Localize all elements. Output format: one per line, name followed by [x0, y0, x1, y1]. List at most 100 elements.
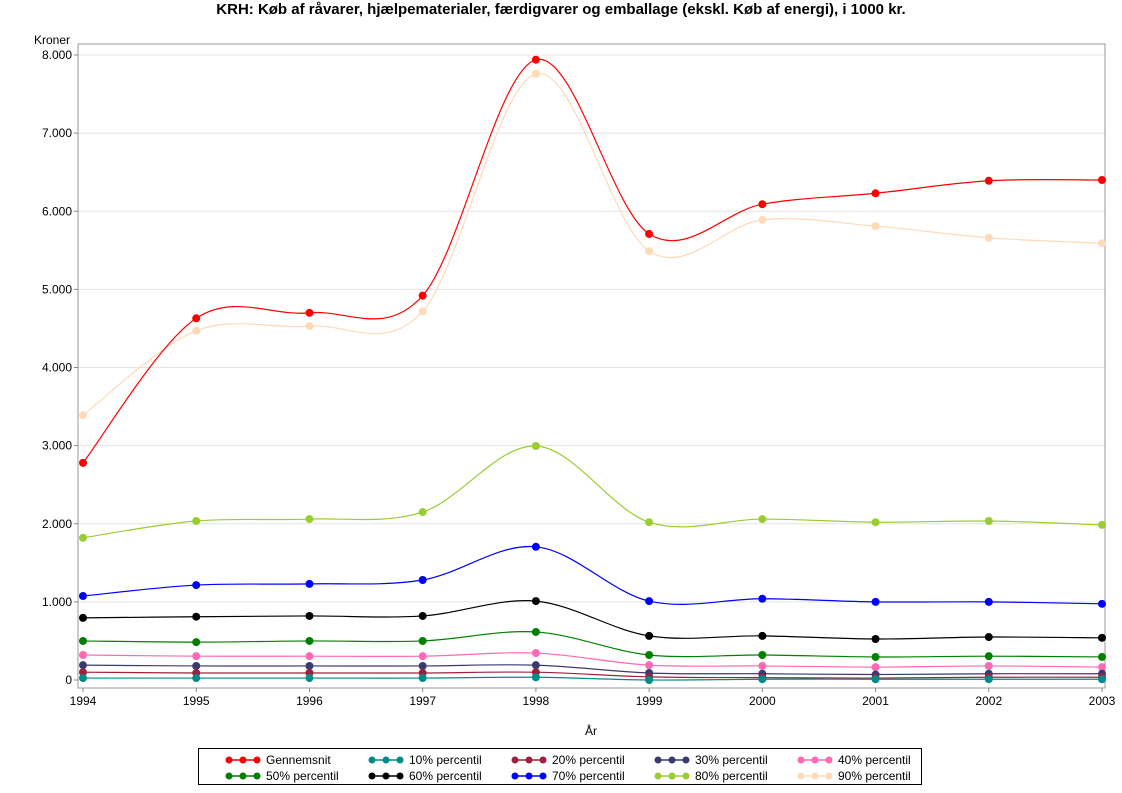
legend-label: 20% percentil — [552, 752, 625, 767]
data-point — [79, 651, 87, 659]
series-70-percentil — [79, 542, 1106, 608]
data-point — [1098, 652, 1106, 661]
series-60-percentil — [79, 597, 1106, 643]
data-point — [79, 674, 87, 683]
y-tick-label: 0 — [65, 673, 72, 687]
data-point — [1098, 675, 1106, 684]
legend-label: 10% percentil — [409, 752, 482, 767]
series-line — [82, 545, 1103, 605]
data-point — [984, 675, 993, 684]
legend-label: 50% percentil — [266, 768, 339, 783]
legend-swatch — [225, 756, 261, 763]
data-point — [418, 661, 427, 670]
data-point — [192, 581, 201, 590]
data-point — [531, 55, 540, 64]
data-point — [305, 652, 314, 661]
data-point — [531, 542, 540, 551]
data-point — [531, 627, 540, 636]
data-point — [1098, 239, 1106, 248]
data-point — [192, 674, 201, 683]
legend-swatch — [797, 756, 833, 763]
data-point — [305, 515, 314, 524]
data-point — [645, 651, 654, 659]
x-tick-label: 2000 — [749, 694, 776, 708]
data-point — [418, 674, 427, 683]
legend-swatch — [654, 772, 690, 779]
legend-item: 80% percentil — [654, 768, 768, 783]
data-point — [984, 652, 993, 661]
data-point — [79, 636, 87, 645]
data-point — [645, 631, 654, 640]
x-tick-label: 1996 — [296, 694, 323, 708]
data-point — [79, 533, 87, 542]
data-point — [192, 652, 201, 661]
data-point — [305, 636, 314, 645]
data-point — [305, 579, 314, 588]
series-gennemsnit — [79, 55, 1106, 467]
data-point — [531, 673, 540, 682]
legend-item: 60% percentil — [368, 768, 482, 783]
legend-item: 40% percentil — [797, 752, 911, 767]
data-point — [984, 517, 993, 526]
legend-swatch — [368, 756, 404, 763]
y-tick-label: 2.000 — [42, 517, 72, 531]
x-tick-label: 1994 — [70, 694, 97, 708]
data-point — [531, 442, 540, 451]
data-point — [305, 322, 314, 331]
legend-item: 90% percentil — [797, 768, 911, 783]
series-80-percentil — [79, 442, 1106, 542]
series-line — [82, 445, 1103, 539]
legend-item: 20% percentil — [511, 752, 625, 767]
legend-label: 40% percentil — [838, 752, 911, 767]
legend-swatch — [797, 772, 833, 779]
y-tick-label: 8.000 — [42, 48, 72, 62]
x-tick-label: 1997 — [409, 694, 436, 708]
data-point — [79, 661, 87, 670]
data-point — [79, 592, 87, 601]
series-line — [82, 600, 1103, 640]
data-point — [645, 597, 654, 606]
series-30-percentil — [79, 661, 1106, 679]
data-point — [871, 675, 880, 684]
series-line — [82, 631, 1103, 658]
chart-title: KRH: Køb af råvarer, hjælpematerialer, f… — [216, 1, 906, 18]
data-point — [758, 675, 767, 684]
data-point — [418, 576, 427, 584]
data-point — [531, 661, 540, 670]
data-point — [79, 668, 87, 677]
series-10-percentil — [79, 673, 1106, 684]
data-point — [984, 233, 993, 242]
x-tick-label: 1995 — [183, 694, 210, 708]
legend-label: 90% percentil — [838, 768, 911, 783]
data-point — [871, 652, 880, 661]
data-point — [645, 676, 654, 684]
data-point — [192, 661, 201, 670]
data-point — [192, 638, 201, 647]
data-point — [1098, 633, 1106, 642]
data-point — [531, 69, 540, 78]
series-line — [82, 73, 1103, 416]
data-point — [192, 517, 201, 526]
data-point — [192, 314, 201, 323]
data-point — [645, 247, 654, 256]
data-point — [871, 189, 880, 198]
legend-swatch — [654, 756, 690, 763]
data-point — [645, 661, 654, 670]
data-point — [531, 597, 540, 606]
data-point — [758, 515, 767, 524]
data-point — [418, 611, 427, 620]
data-point — [871, 663, 880, 672]
data-point — [531, 649, 540, 658]
series-line — [82, 652, 1103, 668]
x-axis-label: År — [585, 723, 597, 738]
y-axis-label: Kroner — [34, 33, 70, 47]
series-line — [83, 676, 1102, 681]
series-line — [82, 59, 1103, 464]
data-point — [192, 326, 201, 335]
data-point — [1098, 599, 1106, 608]
data-point — [79, 411, 87, 420]
data-point — [418, 508, 427, 517]
y-tick-label: 6.000 — [42, 204, 72, 218]
data-point — [645, 229, 654, 238]
